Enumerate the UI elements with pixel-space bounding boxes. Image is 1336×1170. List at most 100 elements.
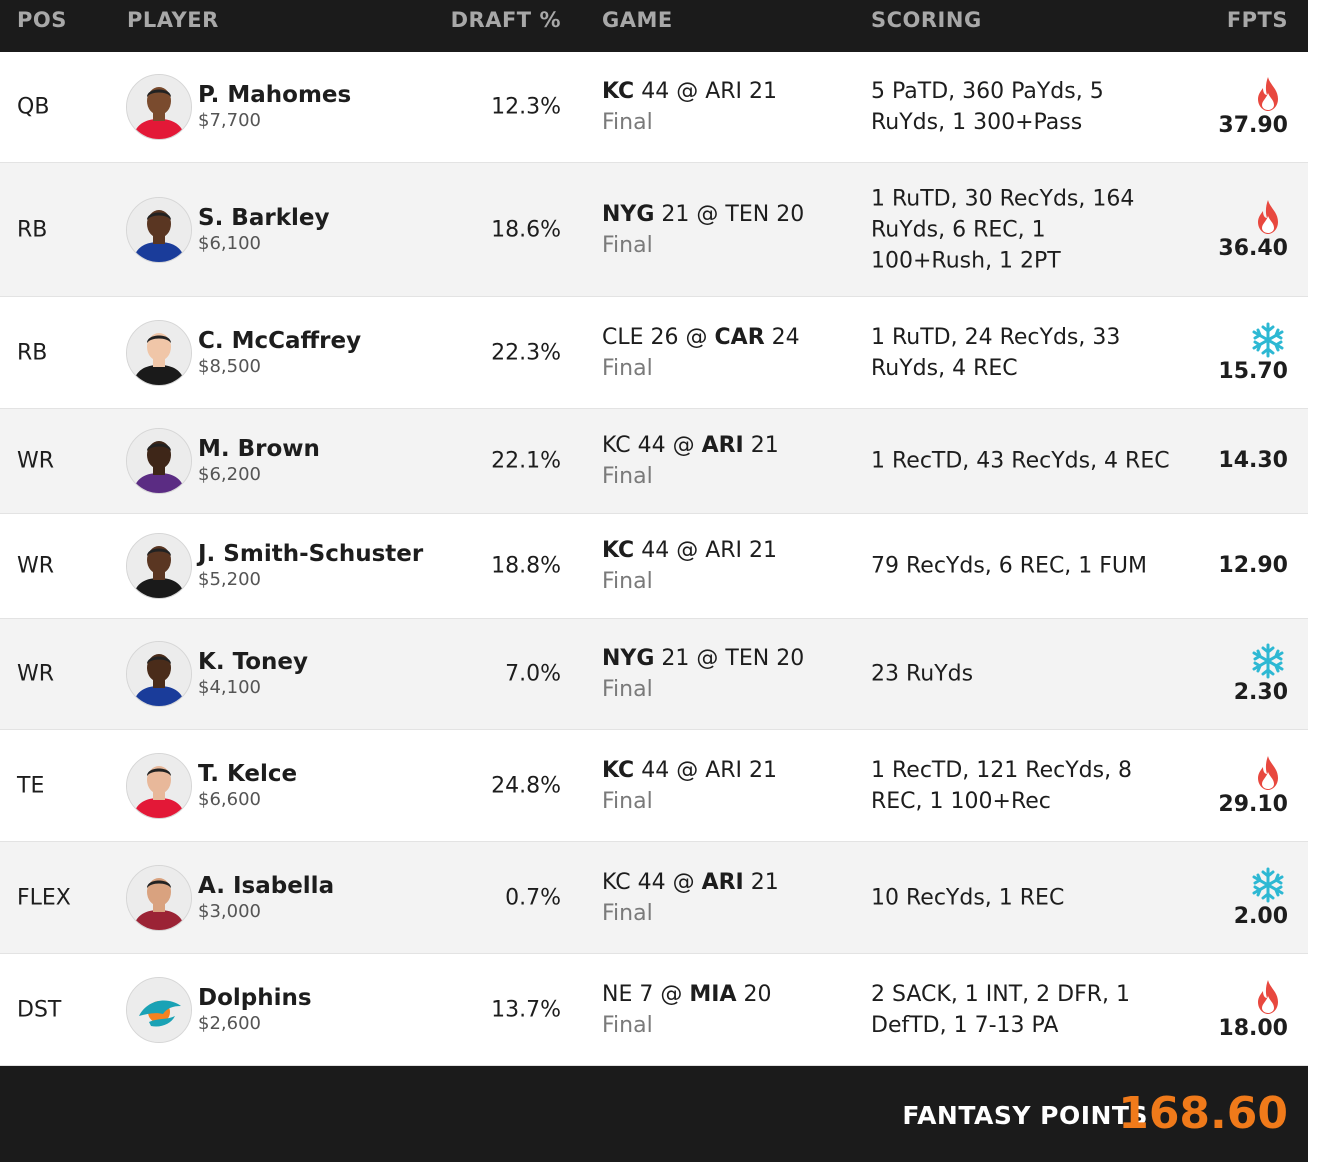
draft-percent: 18.6% bbox=[491, 217, 561, 242]
player-info: C. McCaffrey $8,500 bbox=[198, 327, 361, 379]
table-row[interactable]: RB S. Barkley $6,100 18.6% NYG 21 @ TEN 20 Fi… bbox=[0, 163, 1308, 297]
home-team: ARI bbox=[701, 433, 744, 458]
away-score: 44 bbox=[637, 869, 666, 895]
game-status: Final bbox=[602, 232, 653, 258]
game-info[interactable]: KC 44 @ ARI 21 Final bbox=[602, 76, 777, 138]
draft-percent: 0.7% bbox=[505, 885, 561, 910]
home-score: 20 bbox=[776, 646, 805, 671]
away-team: KC bbox=[602, 869, 631, 895]
table-row[interactable]: QB P. Mahomes $7,700 12.3% KC 44 @ ARI 21 Fin… bbox=[0, 52, 1308, 163]
table-row[interactable]: WR M. Brown $6,200 22.1% KC 44 @ ARI 21 Final… bbox=[0, 409, 1308, 514]
home-score: 24 bbox=[771, 324, 800, 350]
at-separator: @ bbox=[672, 869, 695, 895]
fpts-value: 36.40 bbox=[1218, 235, 1288, 261]
game-info[interactable]: KC 44 @ ARI 21 Final bbox=[602, 430, 779, 492]
player-avatar[interactable] bbox=[126, 319, 192, 386]
fpts-value: 2.00 bbox=[1233, 903, 1288, 929]
table-row[interactable]: WR J. Smith-Schuster $5,200 18.8% KC 44 @ AR… bbox=[0, 514, 1308, 619]
fpts-value: 29.10 bbox=[1218, 791, 1288, 817]
away-score: 26 bbox=[650, 324, 679, 350]
table-row[interactable]: TE T. Kelce $6,600 24.8% KC 44 @ ARI 21 Final… bbox=[0, 730, 1308, 842]
player-avatar[interactable] bbox=[126, 641, 192, 707]
player-avatar[interactable] bbox=[126, 533, 192, 599]
at-separator: @ bbox=[676, 757, 699, 783]
player-avatar[interactable] bbox=[126, 864, 192, 931]
player-name[interactable]: M. Brown bbox=[198, 436, 320, 462]
game-status: Final bbox=[602, 677, 653, 702]
flame-icon bbox=[1258, 755, 1278, 790]
player-name[interactable]: J. Smith-Schuster bbox=[198, 541, 424, 567]
player-info: S. Barkley $6,100 bbox=[198, 204, 329, 256]
player-name[interactable]: Dolphins bbox=[198, 984, 312, 1011]
away-team: NE bbox=[602, 981, 633, 1007]
table-row[interactable]: WR K. Toney $4,100 7.0% NYG 21 @ TEN 20 Final… bbox=[0, 619, 1308, 730]
fantasy-points: 12.90 bbox=[1218, 553, 1288, 579]
game-info[interactable]: NYG 21 @ TEN 20 Final bbox=[602, 199, 804, 261]
game-info[interactable]: NE 7 @ MIA 20 Final bbox=[602, 979, 771, 1041]
away-team: CLE bbox=[602, 324, 644, 350]
game-status: Final bbox=[602, 569, 653, 594]
game-status: Final bbox=[602, 788, 653, 814]
scoring-breakdown: 1 RuTD, 30 RecYds, 164 RuYds, 6 REC, 1 1… bbox=[871, 186, 1135, 273]
player-name[interactable]: A. Isabella bbox=[198, 872, 335, 899]
player-avatar[interactable] bbox=[126, 196, 192, 263]
player-salary: $6,100 bbox=[198, 232, 261, 254]
game-info[interactable]: KC 44 @ ARI 21 Final bbox=[602, 755, 777, 817]
game-info[interactable]: KC 44 @ ARI 21 Final bbox=[602, 867, 779, 929]
table-header: POS PLAYER DRAFT % GAME SCORING FPTS bbox=[0, 0, 1308, 52]
at-separator: @ bbox=[676, 79, 699, 104]
player-salary: $6,200 bbox=[198, 464, 261, 485]
col-header-fpts[interactable]: FPTS bbox=[1226, 8, 1288, 32]
at-separator: @ bbox=[672, 433, 695, 458]
snowflake-icon bbox=[1252, 867, 1284, 902]
player-name[interactable]: T. Kelce bbox=[198, 760, 298, 787]
position-label: WR bbox=[17, 553, 55, 579]
col-header-game[interactable]: GAME bbox=[602, 8, 673, 32]
away-score: 21 bbox=[661, 201, 690, 227]
player-avatar[interactable] bbox=[126, 752, 192, 819]
game-info[interactable]: CLE 26 @ CAR 24 Final bbox=[602, 322, 800, 384]
table-row[interactable]: DST Dolphins $2,600 13.7% NE 7 @ MIA 20 Final… bbox=[0, 954, 1308, 1066]
scoring-breakdown: 23 RuYds bbox=[871, 661, 974, 687]
col-header-draft[interactable]: DRAFT % bbox=[450, 8, 561, 32]
draft-percent: 22.3% bbox=[491, 340, 561, 365]
fantasy-points: 29.10 bbox=[1218, 754, 1288, 818]
home-score: 21 bbox=[750, 433, 779, 458]
away-team: KC bbox=[602, 538, 635, 563]
col-header-scoring[interactable]: SCORING bbox=[871, 8, 982, 32]
snowflake-icon bbox=[1252, 643, 1284, 679]
fantasy-points-label: FANTASY POINTS bbox=[902, 1101, 1148, 1130]
fpts-value: 18.00 bbox=[1218, 1015, 1288, 1041]
flame-icon bbox=[1258, 199, 1278, 234]
player-avatar[interactable] bbox=[126, 74, 192, 140]
away-score: 44 bbox=[641, 757, 670, 783]
at-separator: @ bbox=[676, 538, 699, 563]
col-header-player[interactable]: PLAYER bbox=[127, 8, 219, 32]
game-status: Final bbox=[602, 110, 653, 135]
player-name[interactable]: P. Mahomes bbox=[198, 82, 352, 108]
player-avatar[interactable] bbox=[126, 976, 192, 1043]
position-label: RB bbox=[17, 340, 48, 365]
home-score: 21 bbox=[749, 538, 778, 563]
fpts-value: 15.70 bbox=[1218, 358, 1288, 384]
table-row[interactable]: RB C. McCaffrey $8,500 22.3% CLE 26 @ CAR 24… bbox=[0, 297, 1308, 409]
player-salary: $6,600 bbox=[198, 788, 261, 810]
table-row[interactable]: FLEX A. Isabella $3,000 0.7% KC 44 @ ARI 21 F… bbox=[0, 842, 1308, 954]
game-status: Final bbox=[602, 464, 653, 489]
player-name[interactable]: S. Barkley bbox=[198, 204, 330, 231]
player-avatar[interactable] bbox=[126, 428, 192, 494]
home-team: CAR bbox=[714, 324, 765, 350]
fantasy-points: 2.30 bbox=[1234, 642, 1288, 706]
scoring-breakdown: 1 RecTD, 43 RecYds, 4 REC bbox=[871, 448, 1170, 474]
home-team: TEN bbox=[725, 201, 770, 227]
at-separator: @ bbox=[660, 981, 683, 1007]
game-info[interactable]: NYG 21 @ TEN 20 Final bbox=[602, 643, 804, 705]
table-footer: FANTASY POINTS 168.60 bbox=[0, 1066, 1308, 1162]
player-name[interactable]: K. Toney bbox=[198, 649, 308, 675]
game-info[interactable]: KC 44 @ ARI 21 Final bbox=[602, 535, 777, 597]
home-team: TEN bbox=[725, 646, 770, 671]
player-name[interactable]: C. McCaffrey bbox=[198, 327, 362, 354]
player-info: Dolphins $2,600 bbox=[198, 984, 312, 1036]
position-label: TE bbox=[17, 773, 45, 798]
col-header-pos[interactable]: POS bbox=[17, 8, 67, 32]
